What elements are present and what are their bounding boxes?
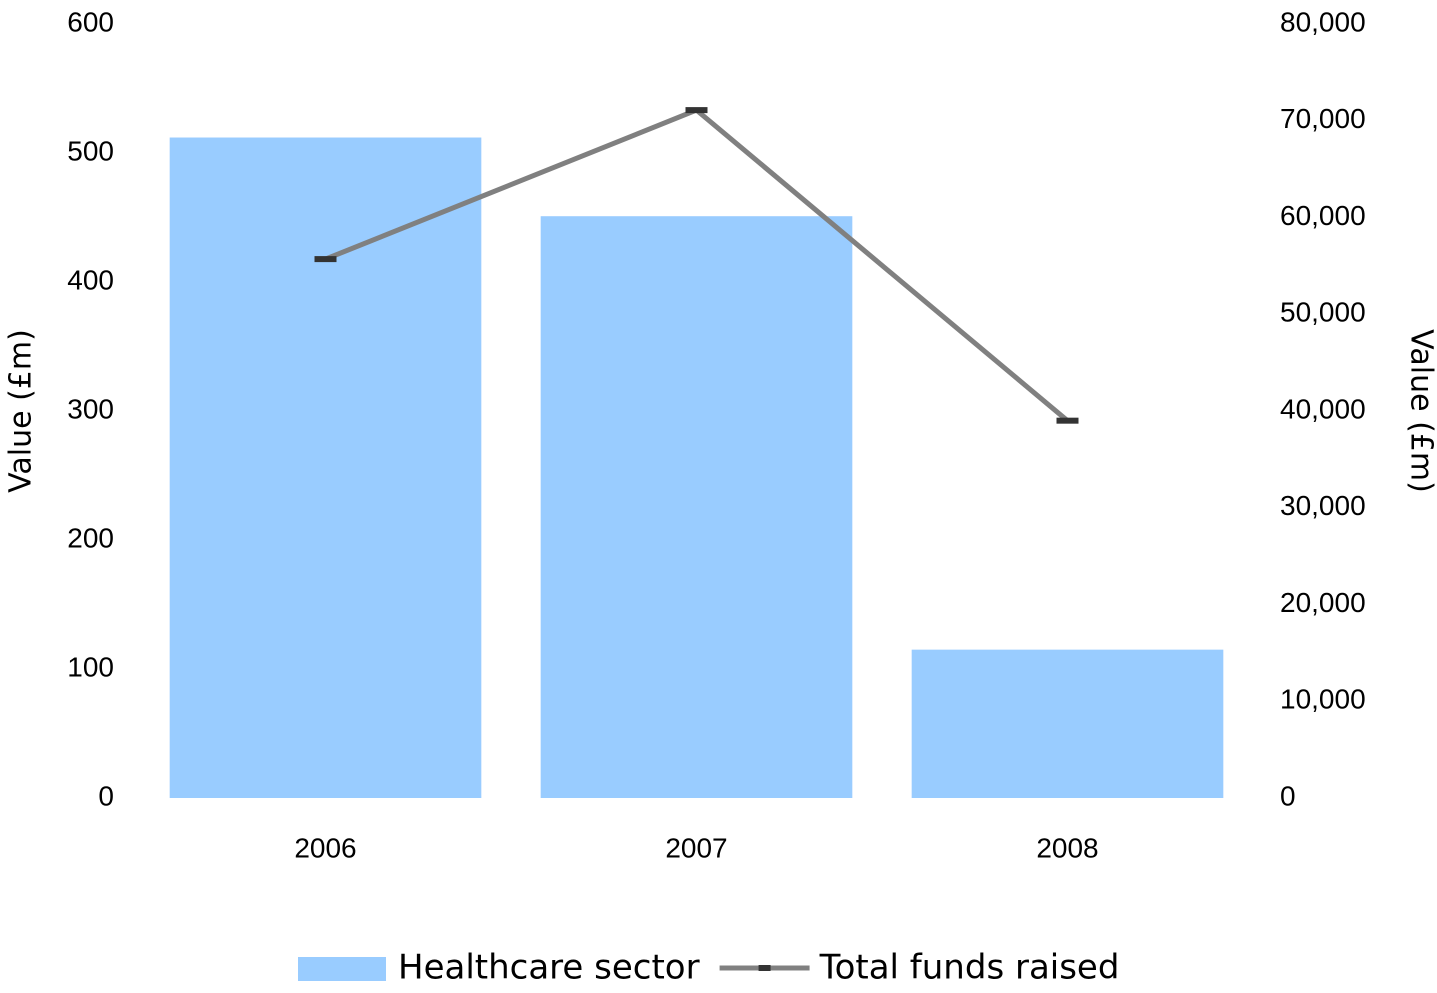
y2-tick-label: 20,000 (1280, 587, 1366, 618)
x-tick-label: 2007 (665, 832, 727, 863)
legend-marker (758, 965, 771, 971)
y-tick-label: 0 (98, 780, 114, 811)
y2-tick-label: 40,000 (1280, 393, 1366, 424)
y-tick-label: 600 (67, 6, 114, 37)
marker (314, 256, 337, 263)
y2-tick-label: 0 (1280, 780, 1296, 811)
y-tick-label: 300 (67, 393, 114, 424)
legend-swatch (298, 957, 386, 981)
bar (540, 216, 853, 798)
bar (169, 137, 482, 798)
y-tick-label: 200 (67, 522, 114, 553)
y2-tick-label: 70,000 (1280, 103, 1366, 134)
y2-axis-label: Value (£m) (1404, 329, 1437, 493)
marker (685, 107, 708, 114)
marker (1056, 417, 1079, 424)
y2-tick-label: 60,000 (1280, 200, 1366, 231)
legend-label: Healthcare sector (398, 948, 700, 988)
y-tick-label: 500 (67, 135, 114, 166)
y-axis-label: Value (£m) (4, 329, 39, 493)
y2-tick-label: 50,000 (1280, 297, 1366, 328)
legend-label: Total funds raised (819, 948, 1120, 988)
y2-tick-label: 80,000 (1280, 6, 1366, 37)
y2-tick-label: 10,000 (1280, 684, 1366, 715)
x-tick-label: 2006 (294, 832, 356, 863)
y-tick-label: 100 (67, 651, 114, 682)
x-tick-label: 2008 (1036, 832, 1098, 863)
y2-tick-label: 30,000 (1280, 490, 1366, 521)
bar (911, 649, 1224, 798)
y-tick-label: 400 (67, 264, 114, 295)
